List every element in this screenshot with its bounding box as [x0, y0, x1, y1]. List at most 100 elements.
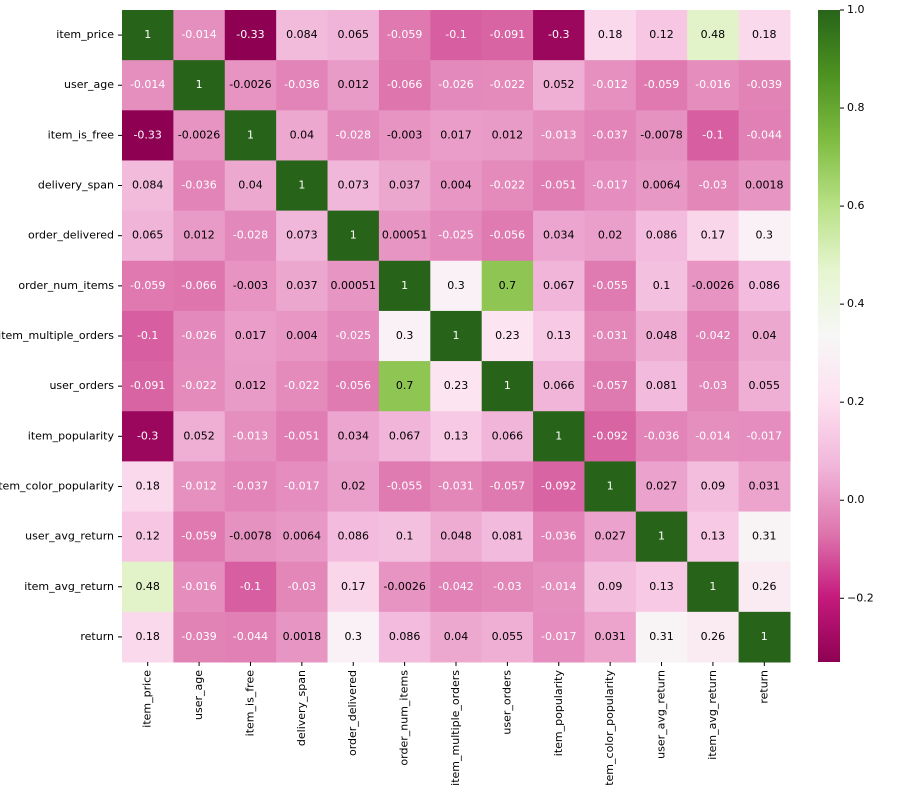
heatmap-cell [584, 160, 637, 212]
heatmap-cell [687, 310, 740, 362]
heatmap-cell [635, 60, 688, 111]
heatmap-cell [738, 611, 791, 663]
cell-label: 0.052 [543, 78, 575, 91]
heatmap-cell [738, 160, 791, 212]
heatmap-cell [481, 260, 534, 312]
heatmap-cell [481, 10, 534, 61]
y-tick-label: item_color_popularity [0, 479, 114, 492]
heatmap-cell [635, 461, 688, 513]
cell-label: 1 [196, 78, 203, 91]
cell-label: 1 [709, 580, 716, 593]
cell-label: -0.1 [137, 329, 158, 342]
heatmap-cell [327, 260, 380, 312]
cell-label: 0.7 [499, 279, 517, 292]
heatmap-cell [378, 60, 431, 111]
cell-label: 0.067 [389, 429, 421, 442]
y-tick-label: item_popularity [28, 429, 115, 442]
cell-label: 0.084 [132, 179, 164, 192]
cell-label: -0.017 [747, 429, 782, 442]
cell-label: -0.017 [284, 479, 319, 492]
heatmap-cell [224, 210, 277, 262]
heatmap-cell [584, 411, 637, 462]
cell-label: 0.073 [337, 179, 369, 192]
cell-label: 0.017 [440, 128, 472, 141]
x-tick-label: item_price [141, 670, 154, 728]
heatmap-cell [224, 260, 277, 312]
y-tick-label: order_num_items [18, 279, 114, 292]
y-tick-label: item_is_free [48, 128, 115, 141]
heatmap-cell [276, 60, 329, 111]
cell-label: -0.022 [181, 379, 216, 392]
heatmap-cell [635, 110, 688, 161]
cell-label: 0.04 [444, 630, 469, 643]
x-tick-label: user_age [192, 670, 205, 720]
heatmap-cell [430, 160, 483, 212]
cell-label: 0.0064 [642, 179, 681, 192]
cell-label: 0.004 [286, 329, 318, 342]
cell-label: 0.12 [649, 28, 674, 41]
cell-label: 0.034 [337, 429, 369, 442]
heatmap-cell [276, 260, 329, 312]
cell-label: -0.092 [541, 479, 576, 492]
heatmap-cell [327, 611, 380, 663]
heatmap-cell [173, 611, 226, 663]
heatmap-cell [738, 561, 791, 613]
cell-label: -0.1 [445, 28, 466, 41]
cell-label: -0.036 [284, 78, 319, 91]
cell-label: -0.042 [438, 580, 473, 593]
cell-label: 0.0064 [283, 530, 322, 543]
cell-label: 0.09 [598, 580, 623, 593]
cell-label: 1 [401, 279, 408, 292]
cell-label: -0.33 [236, 28, 264, 41]
cell-label: 0.1 [396, 530, 414, 543]
heatmap-cell [224, 10, 277, 61]
cell-label: -0.0026 [692, 279, 734, 292]
heatmap-cell [430, 110, 483, 161]
cell-label: -0.044 [233, 630, 268, 643]
cell-label: -0.036 [541, 530, 576, 543]
heatmap-cell [224, 310, 277, 362]
heatmap-cell [533, 310, 585, 362]
cell-label: -0.055 [387, 479, 422, 492]
cell-label: 0.012 [492, 128, 524, 141]
y-tick-label: user_age [64, 78, 114, 91]
heatmap-cell [635, 511, 688, 563]
heatmap-cell [687, 411, 740, 462]
heatmap-cell [173, 210, 226, 262]
cell-label: -0.059 [130, 279, 165, 292]
heatmap-cell [738, 10, 791, 61]
heatmap-cell [738, 110, 791, 161]
cell-label: -0.3 [137, 429, 158, 442]
heatmap-cell [481, 110, 534, 161]
heatmap-cell [533, 561, 585, 613]
cell-label: -0.056 [490, 229, 525, 242]
heatmap-cell [378, 210, 431, 262]
cell-label: 0.7 [396, 379, 414, 392]
heatmap-cell [224, 411, 277, 462]
cell-label: 0.18 [598, 28, 623, 41]
heatmap-cell [173, 310, 226, 362]
heatmap-cell [122, 160, 174, 212]
y-tick-label: delivery_span [38, 179, 114, 192]
cell-label: -0.056 [335, 379, 370, 392]
heatmap-cell [481, 60, 534, 111]
cell-label: 0.26 [752, 580, 777, 593]
cell-label: 1 [761, 630, 768, 643]
heatmap-cell [533, 10, 585, 61]
heatmap-cell [738, 511, 791, 563]
colorbar-tick-label: −0.2 [847, 591, 874, 604]
cell-label: -0.003 [233, 279, 268, 292]
cell-label: -0.013 [233, 429, 268, 442]
heatmap-cell [481, 411, 534, 462]
heatmap-cell [173, 60, 226, 111]
heatmap-cell [327, 461, 380, 513]
cell-label: 0.037 [389, 179, 421, 192]
cell-label: -0.03 [493, 580, 521, 593]
heatmap-cell [276, 310, 329, 362]
heatmap-cell [276, 511, 329, 563]
heatmap-cell [533, 110, 585, 161]
cell-label: -0.0078 [229, 530, 271, 543]
cell-label: 0.3 [396, 329, 414, 342]
heatmap-cell [122, 310, 174, 362]
heatmap-cell [481, 310, 534, 362]
